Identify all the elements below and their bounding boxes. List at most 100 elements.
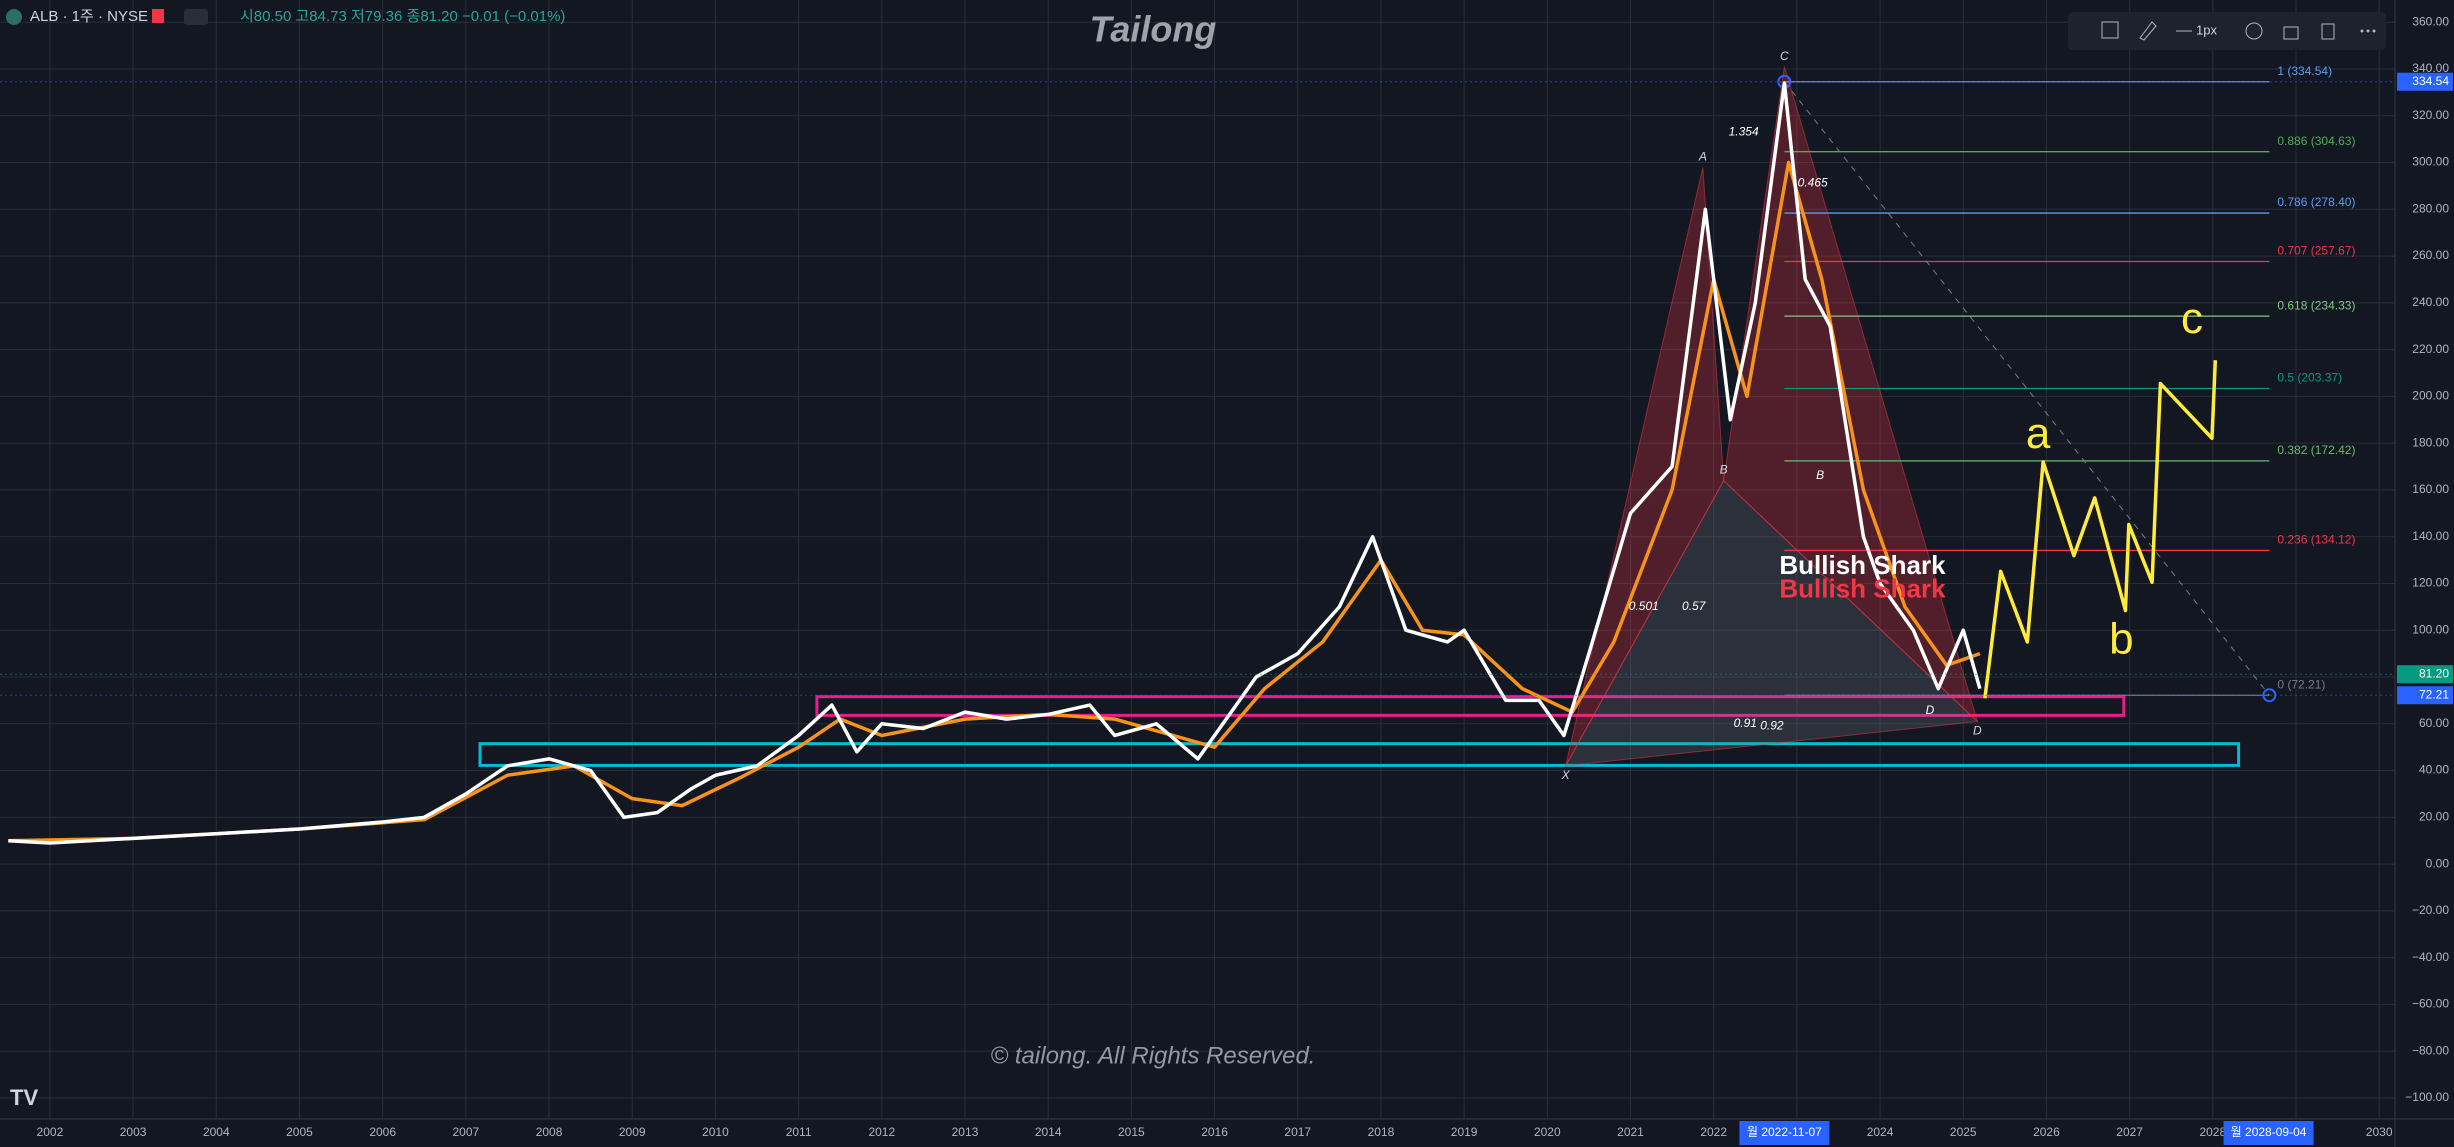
y-tick-label: 0.00: [2426, 856, 2450, 870]
fib-label: 0.786 (278.40): [2277, 195, 2355, 209]
tool-icon[interactable]: [2372, 29, 2376, 33]
trend-line: [1784, 81, 2270, 696]
x-tick-label: 2022: [1700, 1125, 1727, 1139]
y-tick-label: 340.00: [2412, 61, 2449, 75]
annotation: b: [2109, 615, 2133, 664]
annotation: a: [2026, 409, 2051, 458]
x-tick-label: 2016: [1201, 1125, 1228, 1139]
price-tag-label: 81.20: [2419, 666, 2449, 680]
y-tick-label: 260.00: [2412, 248, 2449, 262]
fib-label: 0.886 (304.63): [2277, 134, 2355, 148]
price-tag: [2397, 665, 2453, 684]
x-tick-label: 2030: [2366, 1125, 2393, 1139]
fib-label: 1 (334.54): [2277, 64, 2332, 78]
x-tick-label: 2015: [1118, 1125, 1145, 1139]
y-tick-label: 60.00: [2419, 716, 2449, 730]
pattern-label: A: [1698, 150, 1707, 164]
price-tag: [2397, 686, 2453, 705]
pattern-label: X: [1561, 768, 1571, 782]
tool-icon[interactable]: [2101, 21, 2119, 39]
x-tick-label: 2018: [1368, 1125, 1395, 1139]
y-tick-label: 180.00: [2412, 435, 2449, 449]
x-tick-label: 2021: [1617, 1125, 1644, 1139]
x-tick-label: 2020: [1534, 1125, 1561, 1139]
x-tick-label: 2014: [1035, 1125, 1062, 1139]
date-tag: [1739, 1121, 1830, 1145]
y-tick-label: −100.00: [2405, 1090, 2449, 1104]
flag-icon: [152, 9, 164, 23]
fib-label: 0.236 (134.12): [2277, 533, 2355, 547]
date-tag: [2223, 1121, 2314, 1145]
date-tag-label: 월 2022-11-07: [1747, 1125, 1822, 1139]
series-line: [1983, 360, 2218, 699]
tool-icon[interactable]: [2283, 26, 2299, 40]
toolbar: 1px: [2068, 12, 2386, 50]
series-line: [8, 160, 1981, 843]
annotation: 1.354: [1729, 124, 1759, 138]
fib-label: 0.5 (203.37): [2277, 371, 2342, 385]
toolbar-bg: [2068, 12, 2386, 50]
annotation: 0.57: [1682, 599, 1707, 613]
x-tick-label: 2002: [37, 1125, 64, 1139]
y-tick-label: 300.00: [2412, 155, 2449, 169]
x-tick-label: 2008: [536, 1125, 563, 1139]
pattern-shape: [1564, 479, 1979, 767]
tool-icon[interactable]: [2321, 23, 2335, 40]
x-tick-label: 2025: [1950, 1125, 1977, 1139]
price-tag-label: 72.21: [2419, 687, 2449, 701]
y-tick-label: −60.00: [2412, 997, 2449, 1011]
symbol-icon: [6, 9, 22, 25]
x-tick-label: 2024: [1867, 1125, 1894, 1139]
x-tick-label: 2005: [286, 1125, 313, 1139]
annotation: c: [2181, 294, 2203, 343]
fib-label: 0.618 (234.33): [2277, 298, 2355, 312]
tool-icon[interactable]: [2245, 22, 2263, 40]
annotation: Bullish Shark: [1779, 550, 1946, 580]
y-tick-label: 20.00: [2419, 809, 2449, 823]
y-tick-label: 240.00: [2412, 295, 2449, 309]
fib-label: 0.707 (257.67): [2277, 244, 2355, 258]
x-tick-label: 2007: [453, 1125, 480, 1139]
x-tick-label: 2027: [2116, 1125, 2143, 1139]
y-tick-label: 140.00: [2412, 529, 2449, 543]
annotation: 0.91: [1734, 716, 1757, 730]
pattern-label: D: [1973, 724, 1982, 738]
line-width[interactable]: 1px: [2196, 22, 2217, 37]
tool-icon[interactable]: [2360, 29, 2364, 33]
x-tick-label: 2012: [868, 1125, 895, 1139]
ohlc: 시80.50 고84.73 저79.36 종81.20 −0.01 (−0.01…: [240, 8, 565, 25]
x-tick-label: 2013: [952, 1125, 979, 1139]
y-tick-label: −20.00: [2412, 903, 2449, 917]
pattern-label: C: [1780, 49, 1789, 63]
logo: TV: [10, 1085, 38, 1110]
x-tick-label: 2019: [1451, 1125, 1478, 1139]
tool-icon[interactable]: [2366, 29, 2370, 33]
y-tick-label: 160.00: [2412, 482, 2449, 496]
x-tick-label: 2026: [2033, 1125, 2060, 1139]
y-tick-label: −80.00: [2412, 1043, 2449, 1057]
annotation: B: [1816, 468, 1824, 482]
y-tick-label: 320.00: [2412, 108, 2449, 122]
x-tick-label: 2009: [619, 1125, 646, 1139]
annotation: 0.501: [1629, 599, 1659, 613]
button[interactable]: [184, 9, 208, 25]
tool-icon[interactable]: [2139, 21, 2157, 41]
x-tick-label: 2003: [120, 1125, 147, 1139]
zone: [478, 742, 2241, 767]
x-tick-label: 2028: [2199, 1125, 2226, 1139]
price-tag-label: 334.54: [2412, 74, 2449, 88]
date-tag-label: 월 2028-09-04: [2231, 1125, 2307, 1139]
chart-title: Tailong: [1090, 9, 1217, 50]
y-tick-label: 40.00: [2419, 763, 2449, 777]
y-tick-label: −40.00: [2412, 950, 2449, 964]
y-tick-label: 360.00: [2412, 14, 2449, 28]
annotation: Bullish Shark: [1779, 573, 1946, 603]
y-tick-label: 220.00: [2412, 342, 2449, 356]
series-line: [8, 81, 1982, 845]
annotation: 0.465: [1798, 176, 1828, 190]
x-tick-label: 2011: [786, 1125, 812, 1139]
plot-layer: [0, 0, 2395, 1119]
